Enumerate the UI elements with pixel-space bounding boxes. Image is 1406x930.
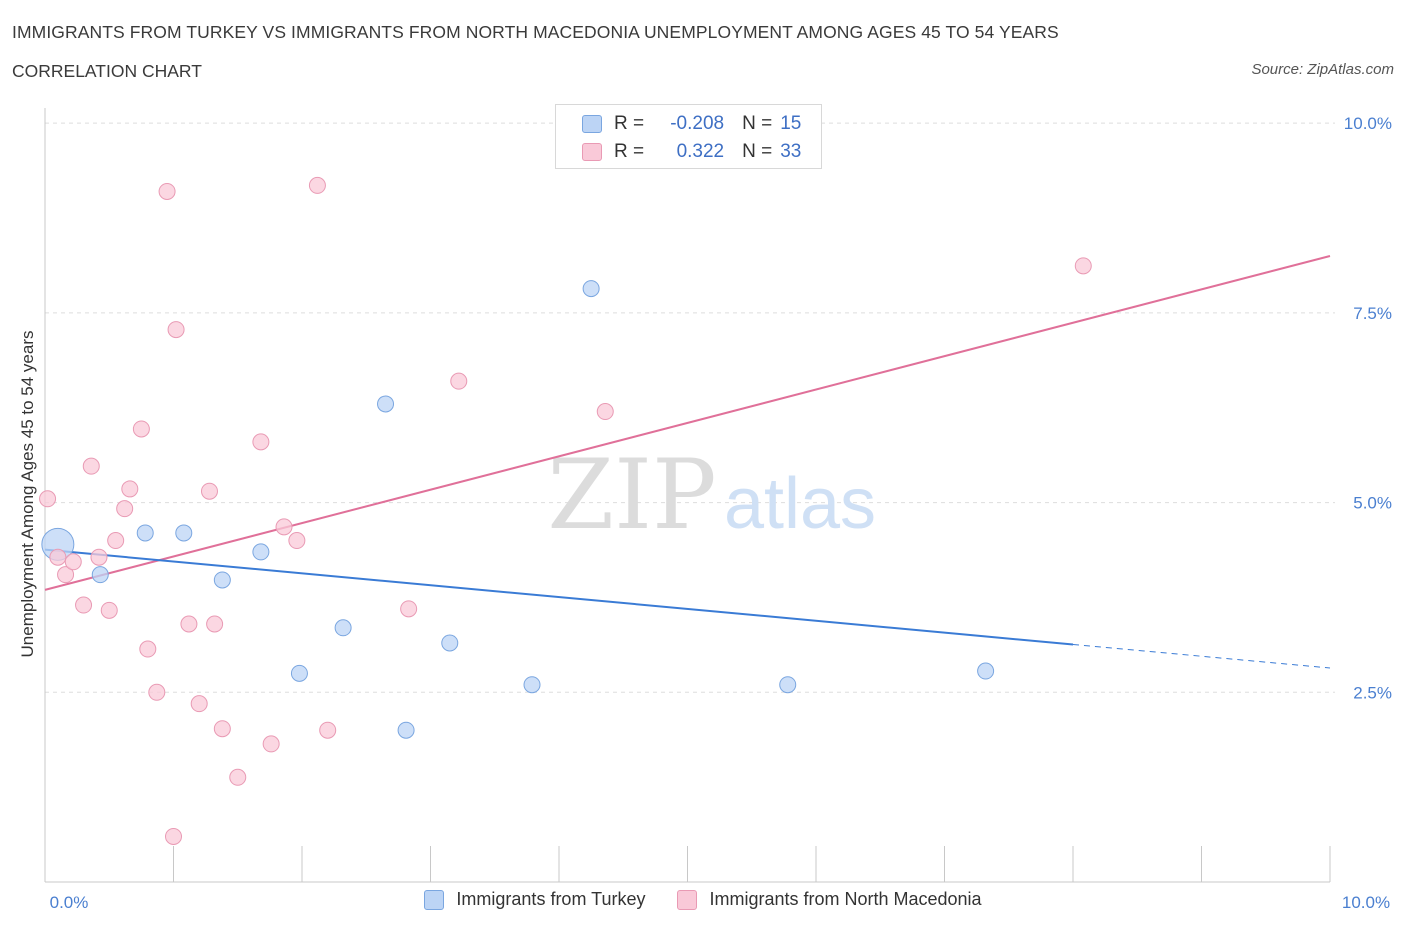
watermark-zip: ZIP — [547, 439, 716, 551]
macedonia-point-0 — [39, 490, 57, 508]
macedonia-point-21 — [213, 720, 231, 738]
macedonia-point-6 — [90, 548, 108, 566]
macedonia-point-14 — [158, 182, 176, 200]
gridlines — [45, 122, 1335, 693]
macedonia-legend-swatch — [677, 889, 698, 910]
source-credit: Source: ZipAtlas.com — [1251, 61, 1394, 78]
legend-item-turkey[interactable]: Immigrants from Turkey — [424, 889, 645, 910]
turkey-n-label: N = — [742, 113, 773, 134]
macedonia-n-label: N = — [742, 141, 773, 162]
turkey-point-5 — [252, 543, 270, 561]
macedonia-point-7 — [100, 601, 118, 619]
y-tick-labels: 2.5% 5.0% 7.5% 10.0% — [1344, 114, 1392, 702]
macedonia-point-11 — [132, 420, 150, 438]
macedonia-point-20 — [206, 615, 224, 633]
watermark: ZIP atlas — [547, 439, 876, 551]
macedonia-point-10 — [121, 480, 139, 498]
macedonia-point-22 — [229, 768, 247, 786]
trend-lines — [44, 255, 1331, 669]
macedonia-trend-line — [44, 255, 1331, 591]
turkey-point-8 — [377, 395, 395, 413]
turkey-point-2 — [136, 524, 154, 542]
macedonia-point-5 — [82, 457, 100, 475]
macedonia-point-15 — [167, 321, 185, 339]
turkey-legend-label: Immigrants from Turkey — [456, 889, 646, 909]
legend-row-macedonia: R = 0.322 N = 33 — [582, 140, 801, 164]
macedonia-point-26 — [288, 532, 306, 550]
macedonia-n-value: 33 — [780, 141, 802, 162]
turkey-trend-extension — [1072, 643, 1331, 669]
macedonia-r-value: 0.322 — [676, 141, 725, 162]
macedonia-point-1 — [49, 548, 67, 566]
chart-title: IMMIGRANTS FROM TURKEY VS IMMIGRANTS FRO… — [12, 22, 1059, 42]
series-legend: Immigrants from Turkey Immigrants from N… — [0, 889, 1406, 910]
macedonia-swatch — [582, 143, 602, 161]
turkey-trend-line — [44, 548, 1074, 646]
turkey-r-value: -0.208 — [670, 113, 725, 134]
y-axis-title: Unemployment Among Ages 45 to 54 years — [18, 331, 37, 658]
turkey-r-label: R = — [614, 113, 645, 134]
turkey-point-14 — [977, 662, 995, 680]
turkey-point-9 — [397, 721, 415, 739]
stats-legend: R = -0.208 N = 15 R = 0.322 N = 33 — [555, 104, 822, 169]
y-tick-label-3: 10.0% — [1344, 114, 1392, 133]
turkey-point-10 — [441, 634, 459, 652]
macedonia-point-2 — [57, 566, 75, 584]
macedonia-point-3 — [64, 553, 82, 571]
turkey-point-12 — [582, 280, 600, 298]
macedonia-legend-label: Immigrants from North Macedonia — [709, 889, 982, 909]
macedonia-point-24 — [262, 735, 280, 753]
chart-subtitle: CORRELATION CHART — [12, 61, 202, 81]
macedonia-point-9 — [116, 500, 134, 518]
turkey-n-value: 15 — [780, 113, 802, 134]
macedonia-point-25 — [275, 518, 293, 536]
macedonia-point-8 — [107, 532, 125, 550]
macedonia-point-30 — [450, 372, 468, 390]
macedonia-point-27 — [308, 176, 326, 194]
macedonia-point-17 — [180, 615, 198, 633]
y-tick-label-2: 7.5% — [1353, 304, 1392, 323]
macedonia-point-31 — [596, 403, 614, 421]
macedonia-point-28 — [319, 721, 337, 739]
macedonia-point-16 — [165, 827, 182, 845]
turkey-point-13 — [779, 676, 797, 694]
macedonia-r-label: R = — [614, 141, 645, 162]
turkey-point-4 — [213, 571, 231, 589]
turkey-point-11 — [523, 676, 541, 694]
turkey-point-3 — [175, 524, 193, 542]
x-tick-label-min: 0.0% — [50, 893, 89, 912]
macedonia-point-29 — [400, 600, 418, 618]
y-tick-label-0: 2.5% — [1353, 683, 1392, 702]
macedonia-point-18 — [190, 695, 208, 713]
turkey-point-7 — [334, 619, 352, 637]
legend-item-macedonia[interactable]: Immigrants from North Macedonia — [677, 889, 982, 910]
turkey-point-6 — [290, 664, 308, 682]
y-tick-label-1: 5.0% — [1353, 494, 1392, 513]
macedonia-point-19 — [200, 482, 218, 500]
turkey-legend-swatch — [424, 889, 445, 910]
watermark-atlas: atlas — [724, 464, 876, 544]
turkey-swatch — [582, 115, 602, 133]
legend-row-turkey: R = -0.208 N = 15 — [582, 112, 801, 136]
macedonia-point-23 — [252, 433, 270, 451]
turkey-point-1 — [91, 566, 109, 584]
macedonia-point-32 — [1074, 257, 1092, 275]
macedonia-point-4 — [75, 596, 93, 614]
macedonia-point-12 — [139, 640, 157, 658]
macedonia-point-13 — [148, 683, 166, 701]
data-points — [39, 176, 1092, 845]
x-tick-label-max: 10.0% — [1342, 893, 1390, 912]
